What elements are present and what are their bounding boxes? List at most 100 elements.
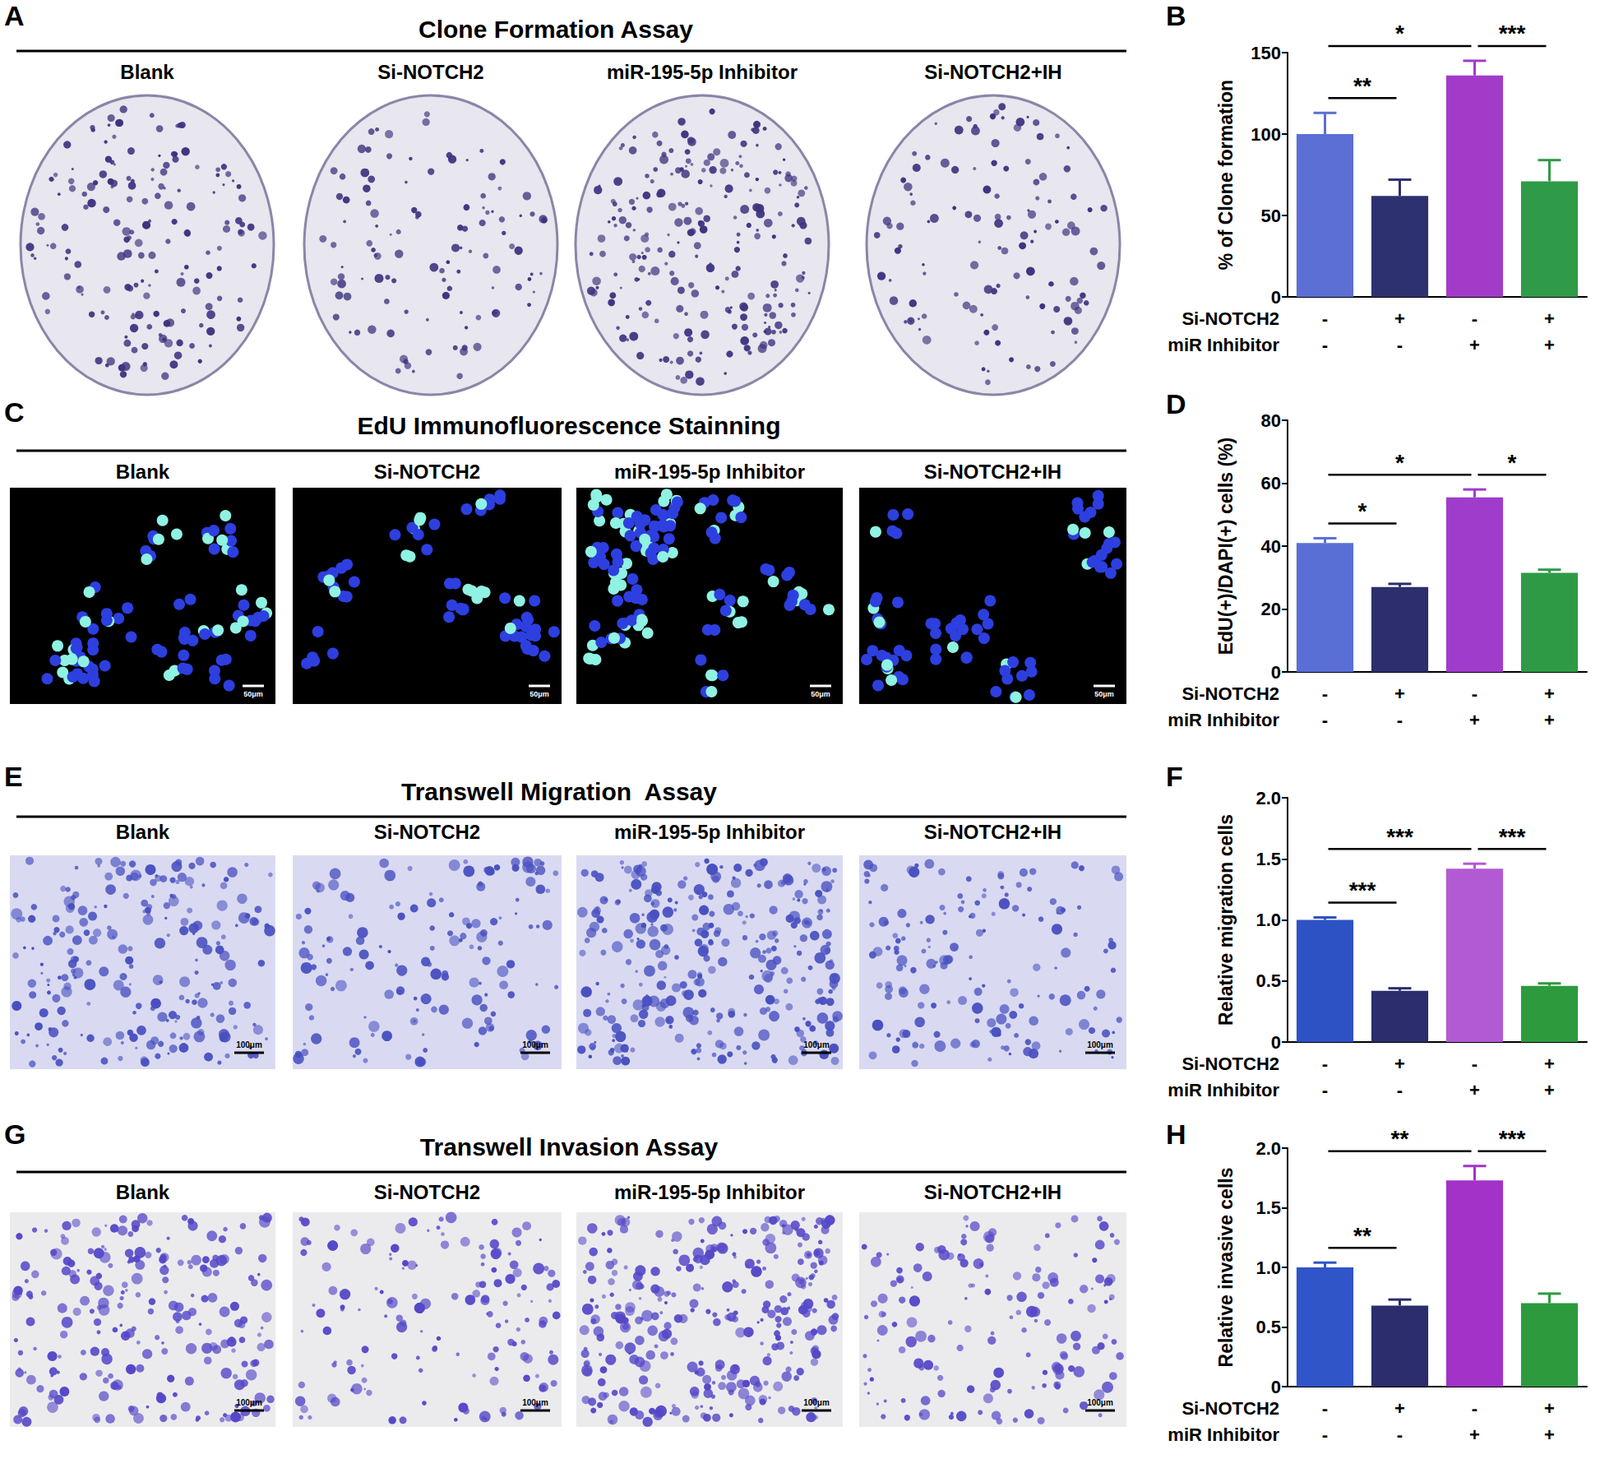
svg-text:150: 150 bbox=[1250, 42, 1281, 64]
svg-text:-: - bbox=[1471, 308, 1478, 329]
svg-text:***: *** bbox=[1498, 20, 1527, 47]
svg-text:H: H bbox=[1165, 1118, 1187, 1150]
svg-text:E: E bbox=[4, 760, 24, 792]
svg-text:***: *** bbox=[1349, 877, 1377, 903]
svg-text:-: - bbox=[1396, 1424, 1403, 1445]
svg-text:F: F bbox=[1165, 760, 1184, 792]
svg-text:1.5: 1.5 bbox=[1255, 1197, 1281, 1218]
svg-text:40: 40 bbox=[1261, 536, 1281, 557]
svg-text:Si-NOTCH2: Si-NOTCH2 bbox=[1181, 308, 1280, 329]
svg-text:miR-195-5p Inhibitor: miR-195-5p Inhibitor bbox=[614, 820, 805, 843]
svg-text:100μm: 100μm bbox=[1086, 1397, 1114, 1407]
svg-text:-: - bbox=[1322, 334, 1328, 356]
svg-text:***: *** bbox=[1498, 1125, 1527, 1152]
svg-text:Si-NOTCH2+IH: Si-NOTCH2+IH bbox=[924, 1180, 1062, 1203]
svg-text:0: 0 bbox=[1271, 1376, 1281, 1397]
svg-text:-: - bbox=[1322, 709, 1328, 731]
svg-text:miR Inhibitor: miR Inhibitor bbox=[1167, 709, 1280, 731]
svg-text:0.5: 0.5 bbox=[1255, 1316, 1281, 1337]
svg-text:20: 20 bbox=[1261, 598, 1281, 620]
svg-text:60: 60 bbox=[1261, 472, 1281, 494]
svg-text:50: 50 bbox=[1261, 205, 1281, 227]
svg-text:1.5: 1.5 bbox=[1255, 848, 1281, 870]
svg-text:Si-NOTCH2: Si-NOTCH2 bbox=[377, 60, 484, 84]
svg-text:***: *** bbox=[1386, 823, 1414, 850]
svg-text:Relative invasive cells: Relative invasive cells bbox=[1215, 1167, 1237, 1368]
svg-text:-: - bbox=[1396, 334, 1403, 356]
svg-text:EdU(+)/DAPI(+) cells (%): EdU(+)/DAPI(+) cells (%) bbox=[1215, 437, 1237, 656]
svg-text:EdU Immunofluorescence Stainni: EdU Immunofluorescence Stainning bbox=[356, 411, 781, 440]
svg-text:+: + bbox=[1469, 334, 1480, 356]
svg-text:50μm: 50μm bbox=[810, 689, 831, 699]
svg-text:100μm: 100μm bbox=[522, 1040, 549, 1050]
svg-text:*: * bbox=[1395, 20, 1405, 47]
svg-text:+: + bbox=[1394, 1397, 1406, 1419]
svg-text:Blank: Blank bbox=[115, 1180, 171, 1203]
svg-text:+: + bbox=[1544, 709, 1555, 731]
svg-text:*: * bbox=[1358, 498, 1368, 524]
svg-text:0.5: 0.5 bbox=[1255, 970, 1281, 991]
svg-text:+: + bbox=[1394, 683, 1406, 704]
svg-text:**: ** bbox=[1391, 1125, 1410, 1152]
svg-text:100μm: 100μm bbox=[803, 1040, 830, 1050]
svg-text:Si-NOTCH2: Si-NOTCH2 bbox=[1181, 1053, 1280, 1074]
svg-text:+: + bbox=[1544, 1079, 1555, 1101]
svg-text:Blank: Blank bbox=[115, 820, 171, 843]
svg-text:1.0: 1.0 bbox=[1255, 909, 1281, 930]
svg-text:-: - bbox=[1471, 1053, 1478, 1074]
svg-text:100μm: 100μm bbox=[803, 1397, 830, 1407]
svg-text:+: + bbox=[1394, 308, 1406, 329]
svg-text:Transwell Invasion Assay: Transwell Invasion Assay bbox=[420, 1132, 719, 1161]
svg-text:100: 100 bbox=[1250, 124, 1281, 145]
svg-text:-: - bbox=[1396, 709, 1403, 731]
svg-text:-: - bbox=[1322, 1424, 1328, 1445]
svg-text:-: - bbox=[1322, 1397, 1328, 1419]
svg-text:miR-195-5p Inhibitor: miR-195-5p Inhibitor bbox=[614, 1180, 805, 1203]
svg-text:-: - bbox=[1471, 1397, 1478, 1419]
svg-text:Si-NOTCH2+IH: Si-NOTCH2+IH bbox=[924, 820, 1062, 843]
svg-text:50μm: 50μm bbox=[243, 689, 264, 699]
svg-text:D: D bbox=[1165, 388, 1187, 420]
svg-text:**: ** bbox=[1353, 1222, 1372, 1249]
svg-text:-: - bbox=[1322, 1079, 1328, 1101]
svg-text:C: C bbox=[4, 396, 25, 428]
svg-text:+: + bbox=[1544, 1424, 1555, 1445]
svg-text:50μm: 50μm bbox=[529, 689, 550, 699]
svg-text:B: B bbox=[1165, 0, 1187, 32]
svg-text:Si-NOTCH2: Si-NOTCH2 bbox=[374, 820, 481, 843]
svg-text:80: 80 bbox=[1261, 410, 1281, 431]
svg-text:G: G bbox=[4, 1118, 26, 1150]
svg-text:-: - bbox=[1471, 683, 1478, 704]
svg-text:-: - bbox=[1322, 683, 1328, 704]
svg-text:Si-NOTCH2: Si-NOTCH2 bbox=[374, 460, 481, 483]
svg-text:Blank: Blank bbox=[120, 60, 175, 84]
svg-text:+: + bbox=[1469, 709, 1480, 731]
svg-text:+: + bbox=[1544, 1397, 1555, 1419]
svg-text:+: + bbox=[1544, 308, 1555, 329]
svg-text:% of Clone formation: % of Clone formation bbox=[1215, 79, 1237, 270]
svg-text:2.0: 2.0 bbox=[1255, 787, 1281, 809]
svg-text:Si-NOTCH2: Si-NOTCH2 bbox=[374, 1180, 481, 1203]
svg-text:miR-195-5p Inhibitor: miR-195-5p Inhibitor bbox=[606, 60, 798, 84]
svg-text:miR Inhibitor: miR Inhibitor bbox=[1167, 1424, 1280, 1445]
svg-text:miR-195-5p Inhibitor: miR-195-5p Inhibitor bbox=[614, 460, 805, 483]
svg-text:Clone Formation Assay: Clone Formation Assay bbox=[418, 15, 694, 43]
svg-text:miR Inhibitor: miR Inhibitor bbox=[1167, 1079, 1280, 1101]
svg-text:0: 0 bbox=[1271, 286, 1281, 308]
svg-text:miR Inhibitor: miR Inhibitor bbox=[1167, 334, 1280, 356]
svg-text:100μm: 100μm bbox=[235, 1397, 263, 1407]
svg-text:50μm: 50μm bbox=[1094, 689, 1115, 699]
svg-text:Si-NOTCH2+IH: Si-NOTCH2+IH bbox=[924, 460, 1062, 483]
svg-text:*: * bbox=[1507, 449, 1517, 476]
svg-text:Relative migration cells: Relative migration cells bbox=[1215, 813, 1237, 1026]
svg-text:100μm: 100μm bbox=[235, 1040, 263, 1050]
svg-text:+: + bbox=[1544, 1053, 1555, 1074]
svg-text:+: + bbox=[1469, 1424, 1480, 1445]
svg-text:Si-NOTCH2: Si-NOTCH2 bbox=[1181, 683, 1280, 704]
svg-text:2.0: 2.0 bbox=[1255, 1137, 1281, 1159]
svg-text:*: * bbox=[1395, 449, 1405, 476]
svg-text:-: - bbox=[1322, 308, 1328, 329]
svg-text:A: A bbox=[4, 0, 25, 32]
svg-text:Blank: Blank bbox=[115, 460, 171, 483]
svg-text:1.0: 1.0 bbox=[1255, 1257, 1281, 1278]
